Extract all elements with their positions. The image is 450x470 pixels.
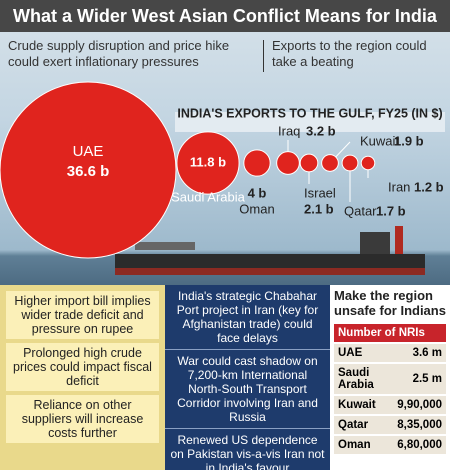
- bubble-value-label: 4 b: [248, 185, 267, 200]
- ship: [115, 226, 425, 275]
- risks-panel: India's strategic Chabahar Port project …: [165, 285, 330, 470]
- bubble-category: Qatar: [344, 203, 377, 218]
- bubble-value-label: 36.6 b: [67, 163, 110, 180]
- nri-row: Oman 6,80,000: [334, 436, 446, 454]
- risk: Renewed US dependence on Pakistan vis-a-…: [165, 429, 330, 470]
- nri-row: Kuwait 9,90,000: [334, 396, 446, 414]
- nri-count: 6,80,000: [393, 436, 446, 454]
- nri-row: Qatar 8,35,000: [334, 416, 446, 434]
- bubble: [0, 81, 177, 259]
- bubble-category: Saudi Arabia: [171, 189, 245, 204]
- nri-count: 3.6 m: [393, 344, 446, 362]
- bubble-value-label: 2.1 b: [304, 201, 334, 216]
- bubble: [360, 155, 376, 171]
- bubble-value-label: 3.2 b: [306, 123, 336, 138]
- bubble: [341, 154, 359, 172]
- bubble: [321, 154, 339, 172]
- bubble: [243, 149, 271, 177]
- chart-title: INDIA'S EXPORTS TO THE GULF, FY25 (IN $): [177, 106, 442, 120]
- nri-header: Number of NRIs: [334, 324, 446, 342]
- nri-title: Make the region unsafe for Indians: [334, 288, 446, 318]
- notes-panel: Higher import bill implies wider trade d…: [0, 285, 165, 470]
- nri-country: Saudi Arabia: [334, 364, 394, 394]
- bubble-category: Kuwait: [360, 133, 399, 148]
- nri-table: Number of NRIs UAE 3.6 m Saudi Arabia 2.5 m…: [334, 322, 446, 456]
- chart: INDIA'S EXPORTS TO THE GULF, FY25 (IN $)…: [0, 81, 445, 275]
- risk: India's strategic Chabahar Port project …: [165, 285, 330, 350]
- nri-country: Kuwait: [334, 396, 394, 414]
- bubble-category: Oman: [239, 201, 274, 216]
- nri-count: 8,35,000: [393, 416, 446, 434]
- divider: [263, 40, 264, 72]
- bubble-value-label: 11.8 b: [190, 154, 226, 169]
- bubble-value-label: 1.7 b: [376, 203, 406, 218]
- bubble-category: Iran: [388, 179, 410, 194]
- header-left: Crude supply disruption and price hike c…: [8, 38, 230, 69]
- nri-count: 2.5 m: [393, 364, 446, 394]
- note: Higher import bill implies wider trade d…: [6, 291, 159, 339]
- nri-row: Saudi Arabia 2.5 m: [334, 364, 446, 394]
- title: What a Wider West Asian Conflict Means f…: [0, 0, 450, 32]
- nri-country: Oman: [334, 436, 394, 454]
- bubble: [276, 151, 300, 175]
- bubble-value-label: 1.9 b: [394, 133, 424, 148]
- nri-country: Qatar: [334, 416, 394, 434]
- nri-count: 9,90,000: [393, 396, 446, 414]
- chart-title-bg: [175, 112, 445, 132]
- bubble-category: UAE: [73, 143, 104, 160]
- risk: War could cast shadow on 7,200-km Intern…: [165, 350, 330, 429]
- bubble: [299, 153, 319, 173]
- note: Reliance on other suppliers will increas…: [6, 395, 159, 443]
- note: Prolonged high crude prices could impact…: [6, 343, 159, 391]
- bubble-value-label: 1.2 b: [414, 179, 444, 194]
- bubble: [176, 131, 240, 195]
- bubble-category: Iraq: [278, 123, 300, 138]
- nri-row: UAE 3.6 m: [334, 344, 446, 362]
- nri-country: UAE: [334, 344, 394, 362]
- bubble-category: Israel: [304, 185, 336, 200]
- nri-panel: Make the region unsafe for Indians Numbe…: [330, 285, 450, 470]
- header-right: Exports to the region could take a beati…: [272, 38, 427, 69]
